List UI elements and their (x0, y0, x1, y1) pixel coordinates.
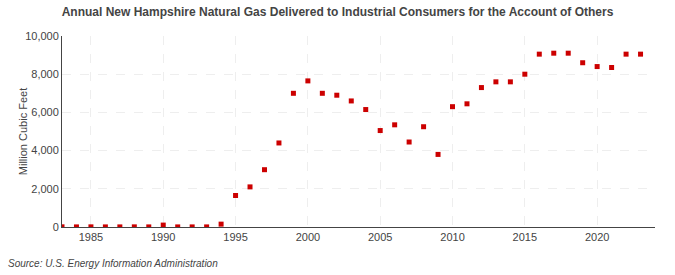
svg-text:1995: 1995 (223, 231, 247, 243)
svg-text:4,000: 4,000 (31, 144, 59, 156)
svg-text:0: 0 (53, 221, 59, 233)
svg-text:1985: 1985 (79, 231, 103, 243)
svg-text:Annual New Hampshire Natural G: Annual New Hampshire Natural Gas Deliver… (62, 5, 614, 19)
svg-text:Million Cubic Feet: Million Cubic Feet (17, 88, 29, 175)
svg-text:8,000: 8,000 (31, 68, 59, 80)
svg-text:2020: 2020 (585, 231, 609, 243)
svg-text:10,000: 10,000 (25, 30, 59, 42)
svg-text:2010: 2010 (440, 231, 464, 243)
svg-text:2,000: 2,000 (31, 183, 59, 195)
svg-text:1990: 1990 (151, 231, 175, 243)
svg-text:6,000: 6,000 (31, 106, 59, 118)
svg-text:2000: 2000 (296, 231, 320, 243)
svg-text:Source: U.S. Energy Informatio: Source: U.S. Energy Information Administ… (8, 258, 218, 269)
svg-text:2005: 2005 (368, 231, 392, 243)
svg-text:2015: 2015 (513, 231, 537, 243)
